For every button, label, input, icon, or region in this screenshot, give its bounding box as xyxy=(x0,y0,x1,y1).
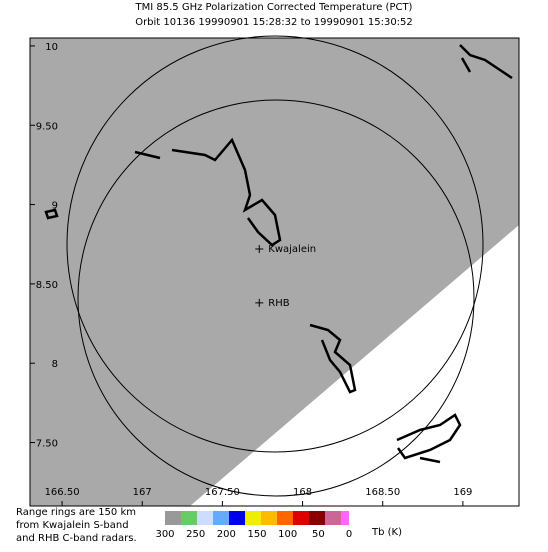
kwajalein-atoll xyxy=(134,137,282,247)
colorbar xyxy=(165,511,349,525)
footnote: from Kwajalein S-band xyxy=(16,520,129,531)
site-marker xyxy=(255,298,264,307)
colorbar-label: 150 xyxy=(247,529,266,540)
title: TMI 85.5 GHz Polarization Corrected Temp… xyxy=(135,2,413,13)
island xyxy=(396,413,462,464)
colorbar-label: 50 xyxy=(312,529,325,540)
x-tick-label: 167.50 xyxy=(205,487,240,498)
island xyxy=(459,44,513,80)
footnote: and RHB C-band radars. xyxy=(16,533,137,544)
range-ring xyxy=(66,35,484,453)
x-tick-label: 168 xyxy=(293,487,312,498)
islands xyxy=(44,44,513,464)
site-label: RHB xyxy=(268,298,289,309)
x-tick-label: 168.50 xyxy=(365,487,400,498)
colorbar-label: 200 xyxy=(217,529,236,540)
y-tick-label: 8 xyxy=(52,359,58,370)
colorbar-unit: Tb (K) xyxy=(371,527,402,538)
y-tick-label: 8.50 xyxy=(36,280,58,291)
y-tick-label: 9 xyxy=(52,201,58,212)
island xyxy=(44,208,59,220)
colorbar-label: 300 xyxy=(155,529,174,540)
y-tick-label: 7.50 xyxy=(36,439,58,450)
range-ring xyxy=(77,99,475,497)
footnote: Range rings are 150 km xyxy=(16,507,136,518)
y-tick-label: 10 xyxy=(45,42,58,53)
site-label: Kwajalein xyxy=(268,244,316,255)
frame xyxy=(29,37,520,507)
x-tick-label: 167 xyxy=(133,487,152,498)
colorbar-label: 250 xyxy=(186,529,205,540)
colorbar-label: 0 xyxy=(346,529,352,540)
site-marker xyxy=(255,244,264,253)
subtitle: Orbit 10136 19990901 15:28:32 to 1999090… xyxy=(135,17,413,28)
island xyxy=(309,323,357,394)
colorbar-label: 100 xyxy=(278,529,297,540)
x-tick-label: 166.50 xyxy=(45,487,80,498)
y-tick-label: 9.50 xyxy=(36,121,58,132)
x-tick-label: 169 xyxy=(453,487,472,498)
